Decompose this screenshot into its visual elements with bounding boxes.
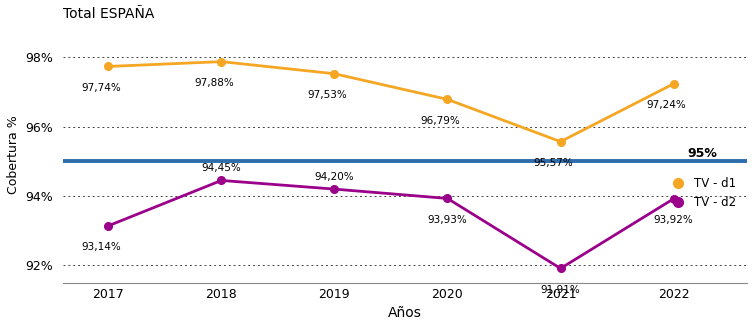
TV - d2 xyxy=(443,197,452,200)
TV - d2 xyxy=(104,224,113,228)
TV - d1 xyxy=(443,97,452,101)
TV - d2 xyxy=(217,179,226,182)
Text: Total ESPAÑA: Total ESPAÑA xyxy=(63,7,155,21)
TV - d2 xyxy=(556,267,565,270)
X-axis label: Años: Años xyxy=(388,306,422,320)
Text: 91,91%: 91,91% xyxy=(541,285,581,295)
Text: 95,57%: 95,57% xyxy=(534,158,574,168)
TV - d1 xyxy=(330,72,339,76)
Text: 97,24%: 97,24% xyxy=(647,100,686,111)
TV - d2 xyxy=(330,187,339,191)
Text: 96,79%: 96,79% xyxy=(421,116,461,126)
TV - d1 xyxy=(104,64,113,68)
Text: 93,93%: 93,93% xyxy=(428,215,467,225)
Text: 94,20%: 94,20% xyxy=(314,172,354,182)
TV - d2 xyxy=(669,197,678,201)
TV - d1 xyxy=(669,82,678,86)
Text: 94,45%: 94,45% xyxy=(201,164,241,174)
Text: 97,53%: 97,53% xyxy=(308,90,348,100)
Text: 97,74%: 97,74% xyxy=(81,83,121,93)
Y-axis label: Cobertura %: Cobertura % xyxy=(7,115,20,194)
Line: TV - d2: TV - d2 xyxy=(105,177,677,272)
TV - d1 xyxy=(217,60,226,63)
TV - d1 xyxy=(556,140,565,144)
Legend: TV - d1, TV - d2: TV - d1, TV - d2 xyxy=(661,172,741,214)
Line: TV - d1: TV - d1 xyxy=(105,58,677,146)
Text: 97,88%: 97,88% xyxy=(195,78,234,88)
Text: 93,14%: 93,14% xyxy=(81,243,121,252)
Text: 95%: 95% xyxy=(687,146,717,160)
Text: 93,92%: 93,92% xyxy=(654,215,694,226)
